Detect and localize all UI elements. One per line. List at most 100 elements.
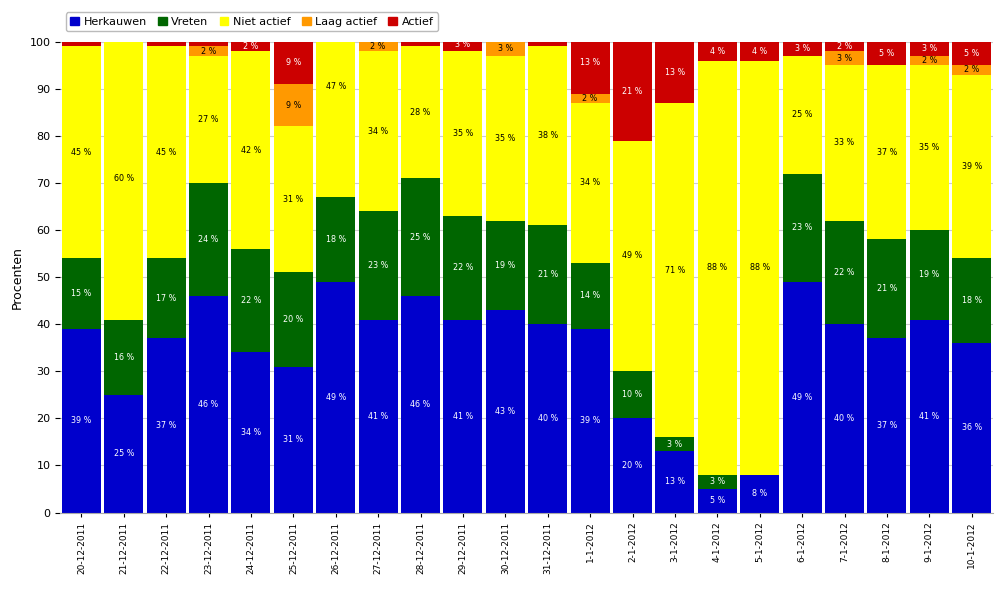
Bar [570, 263, 609, 329]
Bar [825, 221, 863, 324]
Text: 21 %: 21 % [876, 284, 896, 293]
Bar [189, 296, 227, 513]
Text: 34 %: 34 % [368, 127, 388, 136]
Text: 14 %: 14 % [579, 291, 600, 300]
Bar [528, 324, 567, 513]
Text: 39 %: 39 % [71, 416, 91, 426]
Text: 21 %: 21 % [537, 270, 557, 280]
Bar [189, 42, 227, 46]
Bar [189, 46, 227, 56]
Text: 60 %: 60 % [113, 174, 134, 183]
Bar [443, 37, 482, 51]
Text: 10 %: 10 % [622, 390, 642, 399]
Text: 3 %: 3 % [455, 39, 470, 49]
Text: 71 %: 71 % [664, 266, 684, 275]
Text: 45 %: 45 % [156, 148, 176, 157]
Text: 19 %: 19 % [918, 270, 939, 280]
Text: 13 %: 13 % [579, 58, 600, 67]
Bar [274, 84, 313, 126]
Text: 4 %: 4 % [709, 46, 724, 55]
Text: 49 %: 49 % [792, 393, 812, 402]
Text: 22 %: 22 % [834, 268, 854, 277]
Bar [697, 489, 736, 513]
Text: 21 %: 21 % [622, 86, 642, 96]
Bar [485, 42, 524, 56]
Bar [612, 418, 651, 513]
Text: 17 %: 17 % [156, 294, 176, 303]
Bar [274, 367, 313, 513]
Bar [655, 437, 693, 451]
Text: 3 %: 3 % [794, 44, 809, 53]
Bar [951, 42, 990, 65]
Bar [782, 56, 821, 173]
Text: 35 %: 35 % [495, 134, 515, 143]
Bar [62, 42, 101, 46]
Text: 88 %: 88 % [706, 263, 726, 272]
Text: 41 %: 41 % [452, 411, 473, 421]
Bar [570, 103, 609, 263]
Text: 2 %: 2 % [582, 94, 597, 103]
Bar [909, 56, 948, 65]
Text: 33 %: 33 % [834, 138, 854, 147]
Bar [274, 126, 313, 272]
Bar [951, 74, 990, 258]
Text: 37 %: 37 % [156, 421, 176, 430]
Text: 22 %: 22 % [240, 296, 261, 305]
Text: 2 %: 2 % [200, 46, 216, 55]
Text: 25 %: 25 % [113, 449, 134, 458]
Bar [612, 371, 651, 418]
Text: 49 %: 49 % [622, 252, 642, 260]
Bar [655, 103, 693, 437]
Bar [146, 258, 185, 339]
Bar [697, 42, 736, 61]
Bar [485, 27, 524, 42]
Bar [401, 296, 440, 513]
Text: 37 %: 37 % [876, 148, 896, 157]
Text: 19 %: 19 % [495, 261, 515, 270]
Text: 16 %: 16 % [113, 353, 134, 362]
Text: 27 %: 27 % [198, 115, 218, 124]
Text: 39 %: 39 % [961, 162, 981, 171]
Text: 3 %: 3 % [836, 54, 852, 63]
Text: 20 %: 20 % [283, 315, 304, 324]
Text: 28 %: 28 % [410, 108, 430, 117]
Bar [739, 42, 779, 61]
Text: 10 %: 10 % [368, 14, 388, 23]
Bar [274, 272, 313, 367]
Bar [825, 42, 863, 51]
Bar [443, 51, 482, 216]
Text: 47 %: 47 % [326, 82, 346, 91]
Bar [570, 94, 609, 103]
Bar [782, 282, 821, 513]
Text: 9 %: 9 % [286, 101, 301, 110]
Bar [231, 352, 271, 513]
Text: 4 %: 4 % [752, 46, 767, 55]
Bar [401, 42, 440, 46]
Text: 35 %: 35 % [918, 143, 939, 152]
Text: 3 %: 3 % [497, 44, 512, 53]
Bar [782, 42, 821, 56]
Bar [359, 0, 397, 42]
Bar [146, 46, 185, 258]
Bar [359, 42, 397, 51]
Text: 88 %: 88 % [748, 263, 770, 272]
Bar [825, 324, 863, 513]
Text: 15 %: 15 % [71, 289, 91, 298]
Text: 3 %: 3 % [666, 440, 682, 449]
Text: 40 %: 40 % [537, 414, 557, 423]
Text: 20 %: 20 % [622, 461, 642, 470]
Text: 5 %: 5 % [709, 496, 724, 505]
Bar [316, 282, 355, 513]
Text: 25 %: 25 % [792, 110, 812, 119]
Text: 23 %: 23 % [792, 223, 812, 232]
Text: 3 %: 3 % [921, 44, 936, 53]
Text: 34 %: 34 % [240, 428, 261, 437]
Bar [316, 197, 355, 282]
Bar [62, 46, 101, 258]
Bar [485, 310, 524, 513]
Text: 39 %: 39 % [579, 416, 600, 426]
Bar [867, 339, 906, 513]
Bar [951, 258, 990, 343]
Bar [909, 65, 948, 230]
Bar [697, 61, 736, 475]
